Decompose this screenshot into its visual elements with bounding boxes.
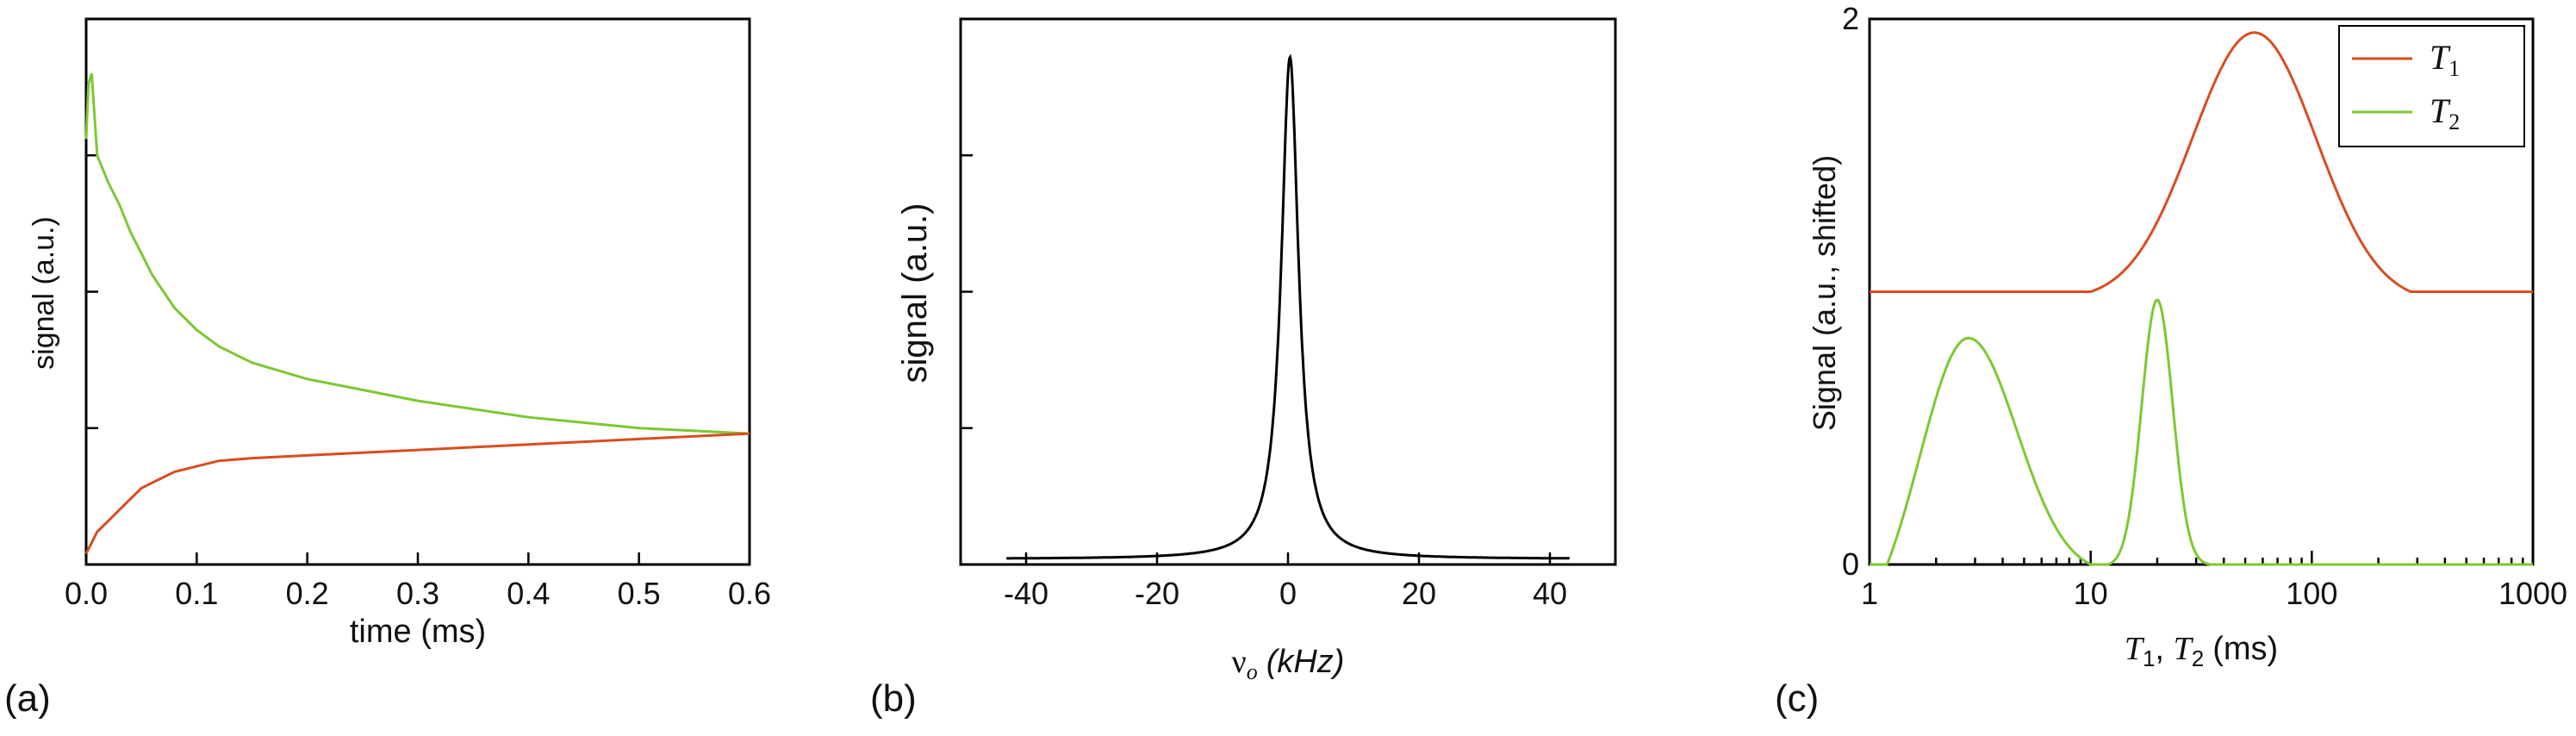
panel-b-x-tick-label: -40 bbox=[1004, 576, 1048, 611]
panel-a-x-label: time (ms) bbox=[350, 614, 486, 650]
legend-t1-symbol: T bbox=[2430, 38, 2451, 77]
panel-b-y-ticks bbox=[961, 154, 973, 429]
panel-c-x-ticks: 1 10 100 1000 bbox=[1861, 551, 2567, 611]
panel-a-x-ticks: 0.0 0.1 0.2 0.3 0.4 0.5 0.6 bbox=[65, 552, 771, 611]
panel-a-series bbox=[84, 72, 750, 554]
panel-b-x-tick-label: -20 bbox=[1135, 576, 1179, 611]
panel-c-x-label-comma: , bbox=[2155, 631, 2173, 667]
legend-t1-subscript: 1 bbox=[2448, 56, 2460, 81]
panel-c-x-tick-label: 1000 bbox=[2498, 576, 2567, 611]
panel-a-series-1-line bbox=[84, 72, 750, 435]
panel-c-x-tick-label: 1 bbox=[1861, 576, 1878, 611]
panel-a-x-tick-label: 0.3 bbox=[396, 576, 439, 611]
panel-c-label: (c) bbox=[1775, 677, 1819, 720]
panel-b-y-label: signal (a.u.) bbox=[896, 203, 934, 384]
panel-b-x-label-unit: (kHz) bbox=[1266, 644, 1345, 680]
panel-c-series-2-line bbox=[1870, 298, 2533, 566]
panel-a-label: (a) bbox=[4, 677, 51, 720]
panel-c-legend-box bbox=[2338, 25, 2525, 147]
panel-c-x-label: T1, T2 (ms) bbox=[2125, 631, 2278, 671]
panel-a-x-tick-label: 0.2 bbox=[286, 576, 329, 611]
panel-b-x-tick-label: 0 bbox=[1279, 576, 1297, 611]
panel-c-x-label-unit: (ms) bbox=[2212, 631, 2278, 667]
legend-t2-subscript: 2 bbox=[2448, 109, 2460, 134]
panel-c-series bbox=[1870, 31, 2533, 566]
panel-a-y-ticks bbox=[86, 154, 98, 429]
panel-b-x-ticks: -40 -20 0 20 40 bbox=[1004, 552, 1567, 611]
panel-a-x-tick-label: 0.6 bbox=[728, 576, 771, 611]
panel-a-x-tick-label: 0.5 bbox=[618, 576, 661, 611]
panel-b-series bbox=[1006, 53, 1570, 560]
panel-c-y-tick-label: 2 bbox=[1842, 1, 1859, 36]
panel-b-x-label-symbol: ν bbox=[1232, 644, 1247, 680]
panel-a-series-2-line bbox=[84, 432, 750, 554]
panel-b-x-label: νo (kHz) bbox=[1232, 644, 1345, 684]
legend-t2-label: T2 bbox=[2430, 91, 2460, 134]
panel-a: 0.0 0.1 0.2 0.3 0.4 0.5 0.6 time (ms) signal (… bbox=[4, 17, 771, 720]
panel-b-x-label-subscript: o bbox=[1247, 659, 1258, 684]
panel-a-x-tick-label: 0.4 bbox=[507, 576, 550, 611]
panel-c-x-tick-label: 10 bbox=[2074, 576, 2108, 611]
panel-c-x-label-t1: T bbox=[2125, 631, 2145, 667]
panel-c: 02 1 10 100 1000 T1 T2 T1, T2 (ms) Signal (a… bbox=[1775, 1, 2567, 720]
panel-c-legend: T1 T2 bbox=[2338, 25, 2525, 147]
panel-a-axes bbox=[84, 17, 751, 566]
panel-a-x-tick-label: 0.1 bbox=[175, 576, 218, 611]
panel-c-y-label: Signal (a.u., shifted) bbox=[1807, 155, 1842, 431]
panel-c-x-label-t2: T bbox=[2174, 631, 2194, 667]
legend-t2-symbol: T bbox=[2430, 91, 2451, 130]
panel-b-x-tick-label: 40 bbox=[1533, 576, 1567, 611]
panel-a-x-tick-label: 0.0 bbox=[65, 576, 108, 611]
panel-c-x-tick-label: 100 bbox=[2286, 576, 2337, 611]
panel-a-y-label: signal (a.u.) bbox=[28, 216, 60, 370]
legend-t1-label: T1 bbox=[2430, 38, 2460, 81]
panel-b-x-tick-label: 20 bbox=[1402, 576, 1436, 611]
panel-c-y-tick-label: 0 bbox=[1842, 546, 1859, 582]
panel-b-label: (b) bbox=[870, 677, 917, 720]
panel-b-lorentzian-line bbox=[1006, 53, 1570, 560]
panel-c-series-1-line bbox=[1870, 31, 2533, 293]
panel-c-x-label-t1-sub: 1 bbox=[2143, 646, 2155, 671]
panel-b: -40 -20 0 20 40 νo (kHz) signal (a.u.) (b) bbox=[870, 17, 1617, 720]
panel-c-x-label-t2-sub: 2 bbox=[2192, 646, 2204, 671]
